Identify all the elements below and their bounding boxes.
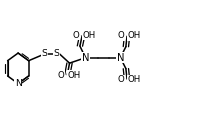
Text: O: O bbox=[58, 71, 65, 80]
Text: S: S bbox=[54, 50, 60, 58]
Text: N: N bbox=[117, 53, 124, 63]
Text: N: N bbox=[15, 79, 22, 88]
Text: N: N bbox=[82, 53, 89, 63]
Text: OH: OH bbox=[68, 71, 81, 80]
Text: OH: OH bbox=[128, 75, 141, 84]
Text: S: S bbox=[42, 50, 48, 58]
Text: OH: OH bbox=[83, 31, 96, 40]
Text: O: O bbox=[72, 31, 79, 40]
Text: OH: OH bbox=[128, 31, 141, 40]
Text: O: O bbox=[117, 75, 124, 84]
Text: O: O bbox=[117, 31, 124, 40]
